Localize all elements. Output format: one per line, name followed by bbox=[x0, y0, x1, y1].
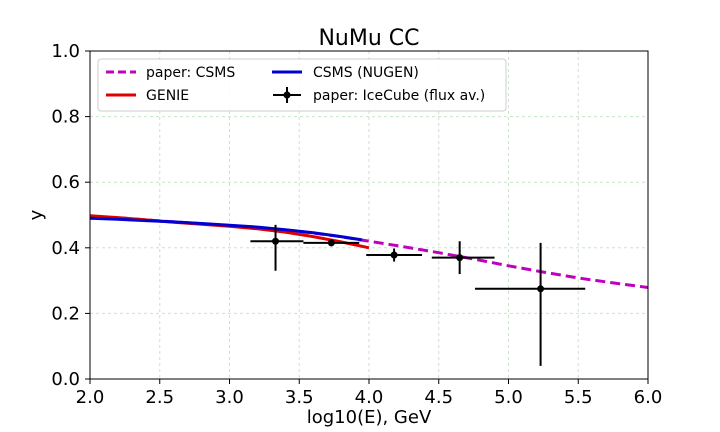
y-axis-label: y bbox=[26, 209, 47, 220]
errorbar-point-paper-icecube-flux-av bbox=[250, 224, 304, 271]
y-tick-label: 1.0 bbox=[51, 41, 80, 62]
series-layer bbox=[89, 214, 649, 366]
series-line-csms-nugen bbox=[89, 216, 363, 242]
x-tick-label: 2.5 bbox=[145, 387, 174, 408]
y-tick-label: 0.6 bbox=[51, 172, 80, 193]
y-tick-label: 0.8 bbox=[51, 107, 80, 128]
x-tick-label: 2.0 bbox=[76, 387, 105, 408]
x-axis-label: log10(E), GeV bbox=[307, 407, 432, 428]
legend-label-genie: GENIE bbox=[146, 88, 189, 104]
x-tick-label: 3.0 bbox=[215, 387, 244, 408]
legend: paper: CSMS GENIE CSMS (NUGEN) paper: Ic… bbox=[97, 58, 507, 112]
x-tick-label: 4.5 bbox=[424, 387, 453, 408]
y-tick-label: 0.0 bbox=[51, 369, 80, 390]
y-tick-label: 0.2 bbox=[51, 303, 80, 324]
x-tick-label: 4.0 bbox=[355, 387, 384, 408]
x-tick-label: 6.0 bbox=[634, 387, 663, 408]
x-tick-label: 5.0 bbox=[494, 387, 523, 408]
legend-box bbox=[97, 58, 507, 112]
x-tick-label: 3.5 bbox=[285, 387, 314, 408]
chart-title: NuMu CC bbox=[318, 26, 419, 51]
errorbar-point-paper-icecube-flux-av bbox=[475, 242, 586, 366]
legend-label-icecube: paper: IceCube (flux av.) bbox=[313, 88, 485, 104]
legend-label-paper-csms: paper: CSMS bbox=[146, 65, 235, 81]
errorbar-point-paper-icecube-flux-av bbox=[303, 239, 360, 247]
x-tick-label: 5.5 bbox=[564, 387, 593, 408]
errorbar-point-paper-icecube-flux-av bbox=[431, 241, 495, 275]
y-tick-label: 0.4 bbox=[51, 238, 80, 259]
errorbar-point-paper-icecube-flux-av bbox=[366, 248, 423, 262]
legend-label-csms-nugen: CSMS (NUGEN) bbox=[313, 65, 419, 81]
legend-swatch-icecube bbox=[273, 87, 301, 103]
ticks: 2.0 2.5 3.0 3.5 4.0 4.5 5.0 5.5 6.0 0.0 0.2 0.4 0.6 0… bbox=[51, 41, 662, 408]
